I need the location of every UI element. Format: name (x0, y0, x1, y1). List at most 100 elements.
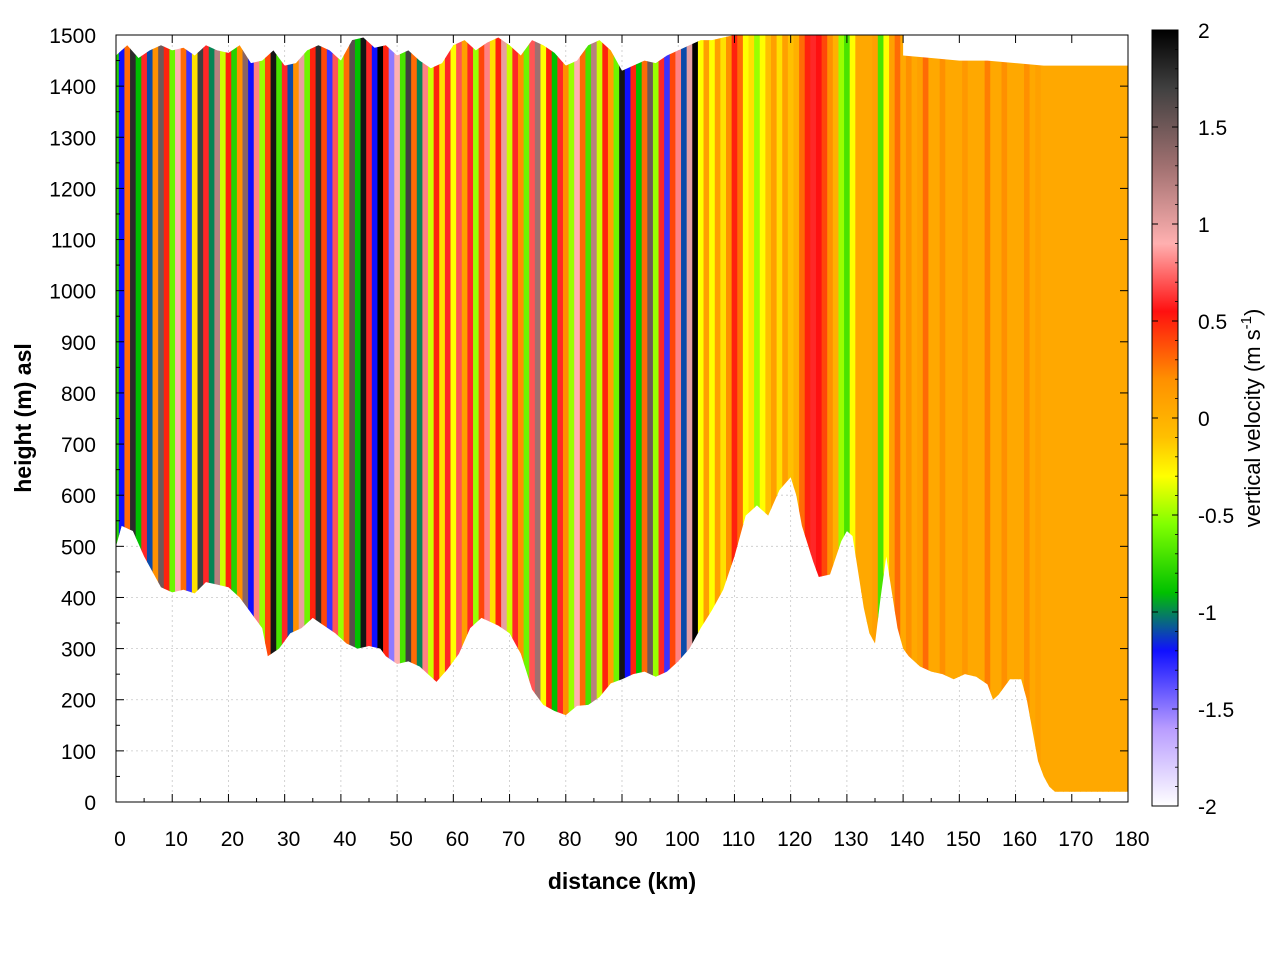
velocity-column (332, 35, 339, 792)
velocity-column (248, 35, 255, 792)
velocity-column (242, 35, 249, 792)
velocity-column (236, 35, 244, 792)
velocity-column (135, 35, 142, 792)
velocity-column (911, 35, 918, 792)
y-tick-label: 700 (61, 434, 96, 457)
velocity-column (894, 35, 901, 792)
y-tick-label: 600 (61, 485, 96, 508)
velocity-column (428, 35, 435, 792)
velocity-column (917, 35, 924, 792)
velocity-column (388, 35, 395, 792)
velocity-column (1097, 35, 1104, 792)
velocity-column (669, 35, 677, 792)
velocity-column (208, 35, 215, 792)
velocity-column (1052, 35, 1059, 792)
velocity-column (546, 35, 553, 792)
velocity-column (613, 35, 620, 792)
velocity-column (726, 35, 733, 792)
velocity-column (517, 35, 525, 792)
velocity-column (697, 35, 705, 792)
velocity-field (116, 35, 1128, 792)
velocity-column (709, 35, 716, 792)
velocity-column (866, 35, 873, 792)
x-tick-label: 170 (1058, 828, 1093, 851)
velocity-column (759, 35, 766, 792)
velocity-column (186, 35, 193, 792)
velocity-column (551, 35, 558, 792)
colorbar-tick-label: 0 (1198, 408, 1210, 431)
velocity-column (309, 35, 317, 792)
x-axis-ticks: 0 10 20 30 40 50 60 70 80 90 100 110 120 130 140 150 160… (114, 35, 1150, 851)
colorbar-title: vertical velocity (m s-1) (1238, 309, 1265, 528)
velocity-column (922, 35, 930, 792)
velocity-column (231, 35, 238, 792)
velocity-column (815, 35, 823, 792)
velocity-column (478, 35, 485, 792)
velocity-column (765, 35, 772, 792)
velocity-column (1108, 35, 1115, 792)
x-tick-label: 10 (165, 828, 188, 851)
velocity-column (776, 35, 783, 792)
velocity-column (1102, 35, 1109, 792)
velocity-column (619, 35, 626, 792)
velocity-column (141, 35, 148, 792)
velocity-column (984, 35, 991, 792)
velocity-column (585, 35, 592, 792)
velocity-column (1119, 35, 1126, 792)
velocity-column (197, 35, 204, 792)
velocity-column (281, 35, 289, 792)
velocity-column (467, 35, 474, 792)
velocity-column (383, 35, 390, 792)
velocity-column (506, 35, 513, 792)
velocity-column (1057, 35, 1064, 792)
velocity-column (630, 35, 637, 792)
velocity-column (118, 35, 126, 792)
velocity-column (371, 35, 379, 792)
velocity-column (461, 35, 468, 792)
velocity-column (860, 35, 868, 792)
velocity-column (1080, 35, 1087, 792)
velocity-column (990, 35, 997, 792)
velocity-column (422, 35, 429, 792)
velocity-column (130, 35, 137, 792)
x-tick-label: 140 (890, 828, 925, 851)
velocity-column (889, 35, 896, 792)
velocity-column (220, 35, 227, 792)
velocity-column (304, 35, 311, 792)
velocity-column (742, 35, 750, 792)
velocity-column (191, 35, 199, 792)
velocity-column (821, 35, 828, 792)
velocity-column (692, 35, 699, 792)
velocity-column (900, 35, 907, 792)
x-tick-label: 90 (614, 828, 637, 851)
y-tick-label: 100 (61, 741, 96, 764)
x-tick-label: 150 (946, 828, 981, 851)
velocity-column (748, 35, 755, 792)
velocity-column (343, 35, 350, 792)
velocity-column (349, 35, 356, 792)
x-tick-label: 0 (114, 828, 126, 851)
velocity-column (124, 35, 131, 792)
velocity-column (905, 35, 913, 792)
velocity-column (529, 35, 536, 792)
velocity-column (1113, 35, 1121, 792)
velocity-column (883, 35, 890, 792)
velocity-column (770, 35, 778, 792)
velocity-column (641, 35, 648, 792)
velocity-column (737, 35, 744, 792)
x-tick-label: 110 (722, 828, 755, 851)
velocity-column (1074, 35, 1081, 792)
velocity-column (1091, 35, 1098, 792)
velocity-column (298, 35, 305, 792)
velocity-column (731, 35, 738, 792)
velocity-column (973, 35, 980, 792)
velocity-column (967, 35, 974, 792)
velocity-column (293, 35, 300, 792)
velocity-column (995, 35, 1003, 792)
x-tick-label: 70 (502, 828, 525, 851)
velocity-column (872, 35, 879, 792)
velocity-column (652, 35, 660, 792)
x-tick-label: 80 (558, 828, 581, 851)
x-axis-title: distance (km) (548, 868, 696, 894)
velocity-column (686, 35, 693, 792)
